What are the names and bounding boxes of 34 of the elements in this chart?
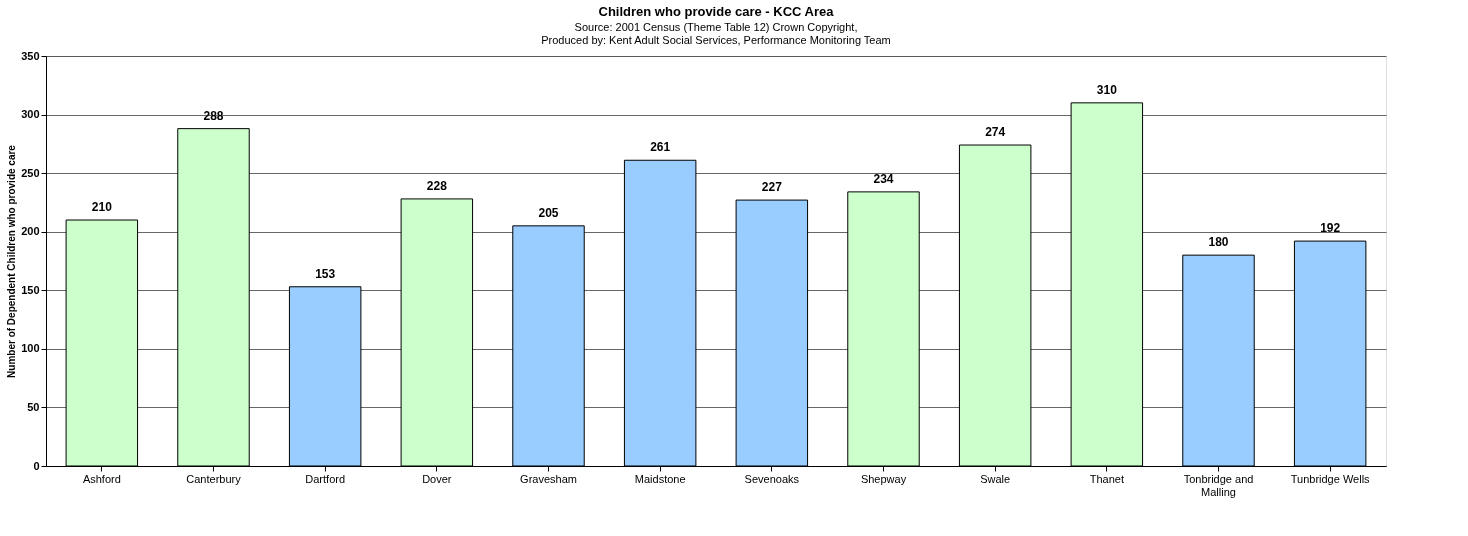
y-tick-label: 100 <box>21 342 40 355</box>
x-tick-label: Canterbury <box>186 472 242 485</box>
data-label: 227 <box>761 180 783 195</box>
y-tick-label: 150 <box>21 283 40 296</box>
chart-title: Children who provide care - KCC Area <box>598 4 835 19</box>
x-tick-label: Thanet <box>1089 472 1124 485</box>
data-label: 205 <box>538 205 559 220</box>
y-tick-label: 300 <box>21 108 40 121</box>
x-tick-label: Ashford <box>82 472 121 485</box>
data-label: 310 <box>1096 82 1118 97</box>
data-label: 153 <box>315 266 336 281</box>
y-tick-label: 250 <box>21 166 40 179</box>
y-tick-label: 350 <box>21 49 40 62</box>
data-label: 261 <box>650 140 671 155</box>
data-label: 210 <box>91 200 113 214</box>
y-axis-title: Number of Dependent Children who provide care <box>6 144 18 378</box>
y-tick-label: 200 <box>21 225 40 238</box>
x-tick-label: Gravesham <box>520 472 577 485</box>
x-tick-label: Maidstone <box>634 472 686 485</box>
x-tick-label: Shepway <box>860 472 907 485</box>
data-label: 274 <box>985 125 1006 140</box>
x-tick-label: Sevenoaks <box>744 472 800 485</box>
y-tick-label: 50 <box>27 400 40 413</box>
x-tick-label: Tonbridge and Malling <box>1183 472 1254 498</box>
x-tick-label: Tunbridge Wells <box>1290 472 1371 485</box>
data-label: 192 <box>1320 221 1341 236</box>
data-label: 234 <box>873 171 894 186</box>
chart-subtitle: Source: 2001 Census (Theme Table 12) Crown Copyright, Produced by: Kent Adult Social Services, Performance Monitoring Team <box>541 21 891 46</box>
y-tick-label: 0 <box>33 459 40 472</box>
data-label: 180 <box>1208 235 1229 250</box>
data-label: 228 <box>426 178 448 193</box>
x-tick-label: Dartford <box>305 472 346 485</box>
x-tick-label: Dover <box>422 472 452 485</box>
x-tick-label: Swale <box>980 472 1011 485</box>
